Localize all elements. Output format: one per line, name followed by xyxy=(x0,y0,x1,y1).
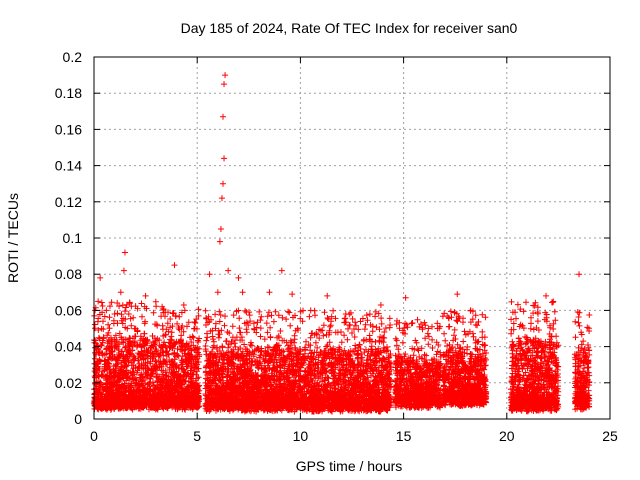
y-tick-label: 0 xyxy=(74,411,82,427)
y-tick-label: 0.1 xyxy=(63,230,83,246)
roti-peak-point xyxy=(214,289,221,296)
roti-peak-point xyxy=(111,311,118,318)
grid-lines xyxy=(94,57,610,419)
x-tick-label: 10 xyxy=(293,428,309,444)
roti-peak-point xyxy=(225,267,232,274)
x-tick-label: 0 xyxy=(90,428,98,444)
roti-peak-point xyxy=(289,291,296,298)
roti-peak-point xyxy=(235,274,242,281)
y-tick-label: 0.12 xyxy=(55,194,82,210)
y-axis-label: ROTI / TECUs xyxy=(5,193,21,283)
roti-peak-point xyxy=(472,321,479,328)
roti-peak-point xyxy=(221,81,228,88)
roti-peak-point xyxy=(222,72,229,79)
x-axis-label: GPS time / hours xyxy=(296,458,403,474)
roti-peak-point xyxy=(239,289,246,296)
roti-peak-point xyxy=(307,307,314,314)
roti-peak-point xyxy=(377,301,384,308)
roti-peak-point xyxy=(217,225,224,232)
y-tick-label: 0.02 xyxy=(55,375,82,391)
roti-peak-point xyxy=(454,291,461,298)
axis-ticks: 0 0.02 0.04 0.06 0.08 0.1 0.12 0.14 0.16 0.18 0.2 0… xyxy=(55,49,618,444)
roti-peak-point xyxy=(117,289,124,296)
roti-peak-point xyxy=(342,311,349,318)
roti-peak-point xyxy=(216,238,223,245)
roti-peak-point xyxy=(220,113,226,120)
roti-peak-point xyxy=(121,249,128,256)
roti-peak-point xyxy=(206,271,213,278)
roti-peak-point xyxy=(218,195,225,202)
roti-peak-point xyxy=(220,180,226,187)
roti-peak-point xyxy=(425,325,432,332)
roti-peak-point xyxy=(576,271,583,278)
roti-peak-point xyxy=(512,309,519,316)
roti-peak-point xyxy=(120,267,127,274)
y-tick-label: 0.08 xyxy=(55,266,82,282)
y-tick-label: 0.16 xyxy=(55,121,82,137)
y-tick-label: 0.2 xyxy=(63,49,83,65)
y-tick-label: 0.14 xyxy=(55,158,82,174)
roti-peak-point xyxy=(171,262,178,269)
x-tick-label: 25 xyxy=(602,428,618,444)
roti-peak-point xyxy=(402,294,409,301)
x-tick-label: 20 xyxy=(499,428,515,444)
data-points xyxy=(91,72,593,415)
x-tick-label: 15 xyxy=(396,428,412,444)
roti-peak-point xyxy=(103,307,110,314)
roti-peak-point xyxy=(324,292,331,299)
roti-peak-point xyxy=(97,274,104,281)
roti-peak-point xyxy=(278,267,285,274)
y-tick-label: 0.04 xyxy=(55,339,82,355)
roti-peak-point xyxy=(580,338,587,345)
roti-point-cloud xyxy=(91,298,593,415)
chart-title: Day 185 of 2024, Rate Of TEC Index for r… xyxy=(181,20,518,36)
roti-peak-point xyxy=(95,298,102,305)
y-tick-label: 0.06 xyxy=(55,302,82,318)
roti-peak-point xyxy=(181,307,188,314)
roti-peak-point xyxy=(159,303,166,310)
roti-peak-point xyxy=(142,292,149,299)
roti-peak-point xyxy=(543,292,550,299)
roti-peak-point xyxy=(221,155,228,162)
x-tick-label: 5 xyxy=(193,428,201,444)
y-tick-label: 0.18 xyxy=(55,85,82,101)
roti-peak-point xyxy=(266,289,273,296)
